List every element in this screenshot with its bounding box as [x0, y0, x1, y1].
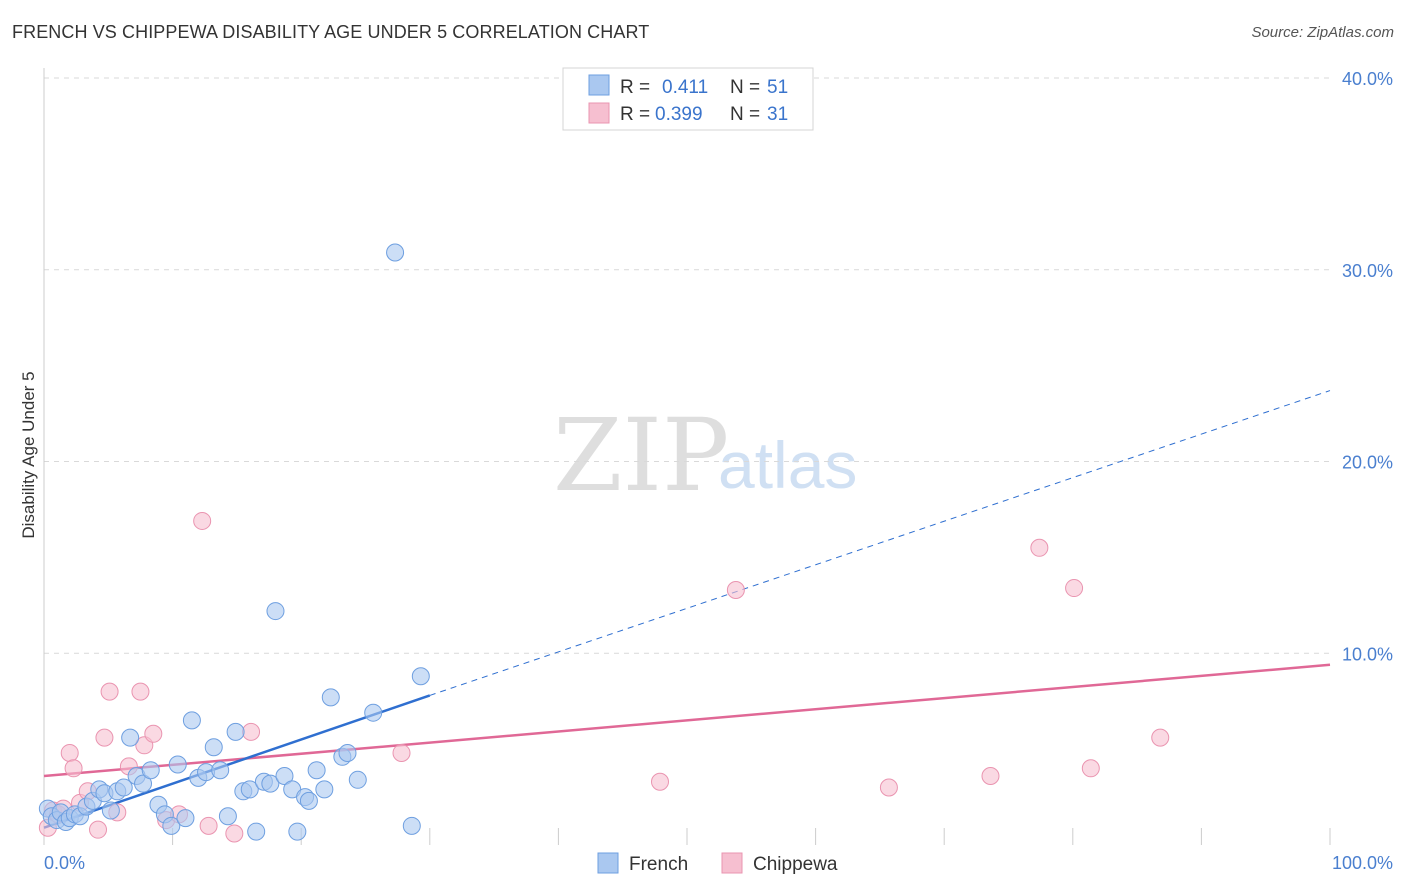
french-point-12: [101, 801, 120, 820]
french-point-24: [182, 711, 201, 730]
watermark-atlas: atlas: [718, 428, 857, 502]
legend-chippewa-r-value: 0.399: [655, 104, 703, 125]
french-point-51: [411, 667, 430, 686]
chart-title: FRENCH VS CHIPPEWA DISABILITY AGE UNDER …: [12, 22, 650, 42]
y-tick-label-10: 10.0%: [1342, 644, 1393, 664]
bottom-legend-french-swatch: [597, 852, 619, 874]
french-point-46: [338, 743, 357, 762]
y-tick-label-40: 40.0%: [1342, 69, 1393, 89]
chippewa-point-9: [95, 728, 114, 747]
french-point-44: [321, 688, 340, 707]
french-point-39: [288, 822, 307, 841]
bottom-legend-chippewa-label: Chippewa: [753, 854, 838, 875]
chippewa-point-30: [1151, 728, 1170, 747]
french-point-43: [315, 780, 334, 799]
legend-chippewa-r-label: R =: [620, 104, 650, 125]
grid-layer: [44, 77, 1330, 654]
chippewa-point-29: [1081, 759, 1100, 778]
legend-french-n-value: 51: [767, 77, 788, 98]
chippewa-point-10: [100, 682, 119, 701]
y-axis-label: Disability Age Under 5: [19, 371, 38, 538]
french-point-22: [168, 755, 187, 774]
chippewa-point-5: [64, 759, 83, 778]
french-point-41: [299, 791, 318, 810]
chippewa-point-24: [726, 580, 745, 599]
chippewa-point-8: [89, 820, 108, 839]
french-point-18: [141, 761, 160, 780]
chippewa-point-27: [1030, 538, 1049, 557]
french-point-49: [386, 243, 405, 262]
chippewa-point-22: [392, 743, 411, 762]
chippewa-point-19: [199, 816, 218, 835]
french-point-27: [204, 738, 223, 757]
legend-chippewa-n-value: 31: [767, 104, 788, 125]
french-point-33: [247, 822, 266, 841]
french-point-36: [266, 602, 285, 621]
legend-french-swatch: [588, 74, 610, 96]
french-point-50: [402, 816, 421, 835]
legend-chippewa-swatch: [588, 102, 610, 124]
chippewa-point-20: [225, 824, 244, 843]
legend-chippewa-n-label: N =: [730, 104, 760, 125]
x-tick-label-min: 0.0%: [44, 853, 85, 873]
chippewa-point-26: [981, 766, 1000, 785]
legend: R = 0.411 N = 51 R = 0.399 N = 31: [562, 67, 814, 131]
chippewa-point-25: [879, 778, 898, 797]
bottom-legend: French Chippewa: [597, 852, 838, 875]
french-point-35: [261, 774, 280, 793]
french-point-23: [176, 809, 195, 828]
french-point-21: [162, 816, 181, 835]
x-tick-label-max: 100.0%: [1332, 853, 1393, 873]
french-point-15: [121, 728, 140, 747]
french-point-29: [218, 807, 237, 826]
chippewa-point-23: [650, 772, 669, 791]
french-point-48: [364, 703, 383, 722]
french-point-32: [240, 780, 259, 799]
french-point-14: [114, 778, 133, 797]
legend-french-r-label: R =: [620, 77, 650, 98]
chippewa-point-21: [242, 722, 261, 741]
french-point-42: [307, 761, 326, 780]
y-tick-label-30: 30.0%: [1342, 261, 1393, 281]
chippewa-point-4: [60, 743, 79, 762]
chippewa-point-28: [1065, 579, 1084, 598]
french-point-37: [275, 766, 294, 785]
source-label: Source: ZipAtlas.com: [1251, 24, 1394, 41]
french-trend-extension: [429, 390, 1331, 696]
legend-french-r-value: 0.411: [662, 77, 708, 98]
french-point-17: [134, 774, 153, 793]
french-point-47: [348, 770, 367, 789]
chippewa-trend-line: [43, 663, 1331, 778]
french-point-30: [226, 722, 245, 741]
chippewa-point-18: [193, 511, 212, 530]
chippewa-point-15: [144, 724, 163, 743]
points-layer: [38, 243, 1170, 843]
watermark-zip: ZIP: [553, 397, 729, 514]
chippewa-point-13: [131, 682, 150, 701]
bottom-legend-chippewa-swatch: [721, 852, 743, 874]
legend-french-n-label: N =: [730, 77, 760, 98]
french-point-28: [211, 761, 230, 780]
bottom-legend-french-label: French: [629, 854, 688, 875]
y-tick-label-20: 20.0%: [1342, 453, 1393, 473]
axis-layer: 10.0% 20.0% 30.0% 40.0% 0.0% 100.0%: [43, 68, 1393, 873]
